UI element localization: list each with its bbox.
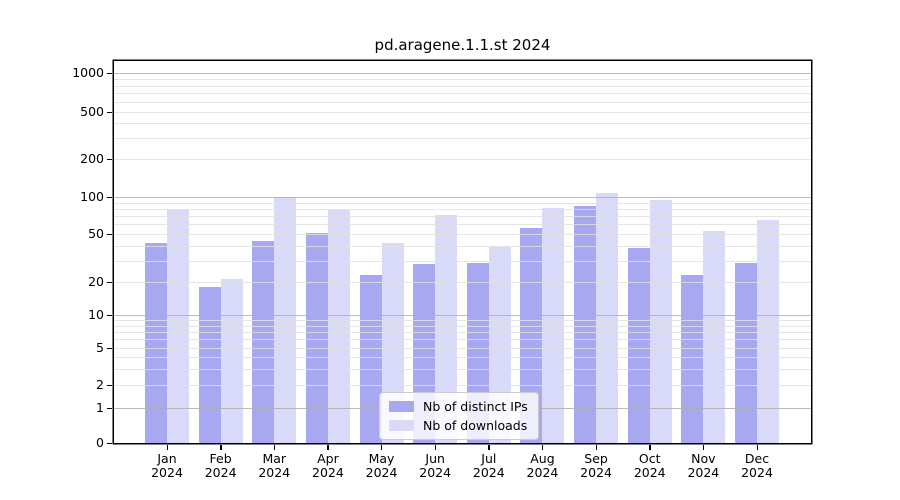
bar-ips-mar bbox=[252, 240, 275, 443]
y-tick-label: 1 bbox=[96, 400, 104, 415]
x-tick-mark bbox=[166, 445, 168, 450]
gridline-minor bbox=[114, 208, 811, 210]
y-tick-mark bbox=[107, 442, 112, 444]
gridline-minor bbox=[114, 159, 811, 160]
bar-downloads-apr bbox=[327, 210, 350, 443]
gridline-minor bbox=[114, 101, 811, 103]
bar-ips-feb bbox=[198, 287, 221, 443]
x-tick-label-jul: Jul 2024 bbox=[472, 451, 505, 480]
bar-ips-jan bbox=[145, 243, 167, 443]
gridline-major bbox=[114, 72, 811, 74]
x-tick-mark bbox=[273, 445, 276, 450]
x-tick-label-apr: Apr 2024 bbox=[312, 451, 344, 480]
chart-title: pd.aragene.1.1.st 2024 bbox=[374, 36, 551, 54]
bar-ips-nov bbox=[681, 274, 704, 443]
gridline-minor bbox=[114, 112, 811, 113]
x-tick-label-jan: Jan 2024 bbox=[151, 451, 183, 480]
y-tick-label: 1000 bbox=[72, 65, 104, 80]
x-tick-mark bbox=[488, 445, 490, 450]
y-tick-label: 200 bbox=[80, 151, 104, 166]
bar-downloads-feb bbox=[220, 279, 243, 443]
x-tick-mark bbox=[649, 445, 651, 450]
y-tick-label: 10 bbox=[88, 307, 104, 322]
y-tick-mark bbox=[107, 281, 112, 283]
x-tick-label-feb: Feb 2024 bbox=[204, 451, 237, 480]
gridline-minor bbox=[114, 85, 811, 87]
gridline-minor bbox=[114, 138, 811, 140]
y-tick-label: 5 bbox=[96, 340, 104, 355]
gridline-major bbox=[114, 196, 811, 198]
y-tick-mark bbox=[107, 72, 112, 74]
x-tick-mark bbox=[434, 445, 437, 450]
x-tick-mark bbox=[595, 445, 597, 450]
legend-item: Nb of downloads bbox=[389, 416, 528, 435]
y-tick-label: 100 bbox=[80, 189, 104, 204]
bar-downloads-mar bbox=[274, 197, 297, 443]
legend: Nb of distinct IPs Nb of downloads bbox=[379, 392, 539, 440]
y-tick-mark bbox=[107, 158, 112, 160]
y-tick-mark bbox=[107, 111, 112, 113]
bar-downloads-jan bbox=[167, 209, 189, 443]
x-tick-label-oct: Oct 2024 bbox=[633, 451, 666, 480]
bar-downloads-dec bbox=[757, 219, 779, 443]
y-tick-label: 2 bbox=[96, 377, 104, 392]
gridline-minor bbox=[114, 93, 811, 95]
bar-downloads-aug bbox=[542, 208, 565, 443]
x-tick-label-mar: Mar 2024 bbox=[258, 451, 291, 480]
y-tick-label: 20 bbox=[88, 274, 104, 289]
gridline-minor bbox=[114, 123, 811, 125]
x-tick-mark bbox=[702, 445, 705, 450]
y-tick-label: 500 bbox=[80, 104, 104, 119]
bar-ips-dec bbox=[735, 262, 757, 443]
y-tick-label: 0 bbox=[96, 435, 104, 450]
x-tick-mark bbox=[756, 445, 758, 450]
x-tick-label-jun: Jun 2024 bbox=[419, 451, 452, 480]
x-tick-mark bbox=[327, 445, 329, 450]
y-tick-mark bbox=[107, 196, 112, 198]
y-tick-label: 50 bbox=[88, 226, 104, 241]
x-tick-mark bbox=[220, 445, 222, 450]
x-tick-mark bbox=[381, 445, 383, 450]
y-tick-mark bbox=[107, 233, 112, 235]
legend-swatch-icon bbox=[389, 420, 414, 431]
y-tick-mark bbox=[107, 347, 112, 349]
y-tick-mark bbox=[107, 384, 112, 386]
plot-area bbox=[114, 61, 811, 443]
gridline-minor bbox=[114, 78, 811, 80]
bar-downloads-sep bbox=[596, 192, 619, 443]
x-tick-label-may: May 2024 bbox=[365, 451, 398, 480]
legend-label: Nb of distinct IPs bbox=[423, 399, 528, 414]
x-tick-label-aug: Aug 2024 bbox=[526, 451, 559, 480]
bar-ips-aug bbox=[520, 227, 543, 443]
bar-ips-may bbox=[359, 274, 382, 443]
gridline-minor bbox=[114, 224, 811, 226]
bar-downloads-nov bbox=[703, 230, 726, 443]
x-tick-label-nov: Nov 2024 bbox=[687, 451, 720, 480]
bar-ips-sep bbox=[574, 206, 597, 443]
legend-label: Nb of downloads bbox=[423, 418, 528, 433]
bar-ips-apr bbox=[305, 232, 328, 443]
y-tick-mark bbox=[107, 314, 112, 316]
x-tick-label-dec: Dec 2024 bbox=[741, 451, 773, 480]
y-tick-mark bbox=[107, 407, 112, 409]
gridline-minor bbox=[114, 216, 811, 218]
legend-swatch-icon bbox=[389, 401, 414, 412]
legend-item: Nb of distinct IPs bbox=[389, 397, 528, 416]
bar-downloads-oct bbox=[649, 200, 672, 443]
bar-ips-oct bbox=[627, 248, 650, 443]
x-tick-label-sep: Sep 2024 bbox=[580, 451, 612, 480]
gridline-minor bbox=[114, 202, 811, 204]
x-tick-mark bbox=[541, 445, 544, 450]
